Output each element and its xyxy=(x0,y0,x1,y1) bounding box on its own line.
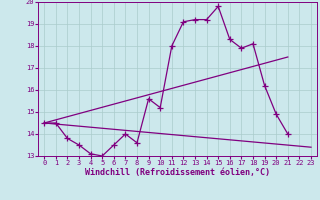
X-axis label: Windchill (Refroidissement éolien,°C): Windchill (Refroidissement éolien,°C) xyxy=(85,168,270,177)
